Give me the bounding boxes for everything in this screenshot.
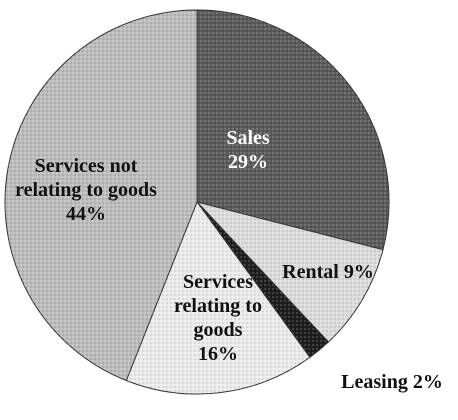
slice-texture [197,202,383,342]
category-name: Leasing [341,371,408,393]
slice-label: Sales 29% [193,126,303,174]
value-label: 16% [198,343,238,365]
value-label: 9% [343,261,374,283]
slice-texture [4,10,198,381]
slice-texture [197,10,389,250]
value-label: 29% [228,151,268,173]
slice-label: Services relating to goods 16% [158,270,278,366]
slice-label: Services not relating to goods 44% [11,154,161,226]
category-name: Rental [282,261,339,283]
value-label: 2% [412,371,443,393]
slice-label: Rental 9% [258,260,398,284]
value-label: 44% [66,203,106,225]
category-name: Services relating to goods [174,271,262,341]
slice-label: Leasing 2% [322,370,458,394]
slice-texture [126,202,310,394]
category-name: Sales [226,127,270,149]
slice-texture [197,202,329,358]
category-name: Services not relating to goods [15,155,157,201]
